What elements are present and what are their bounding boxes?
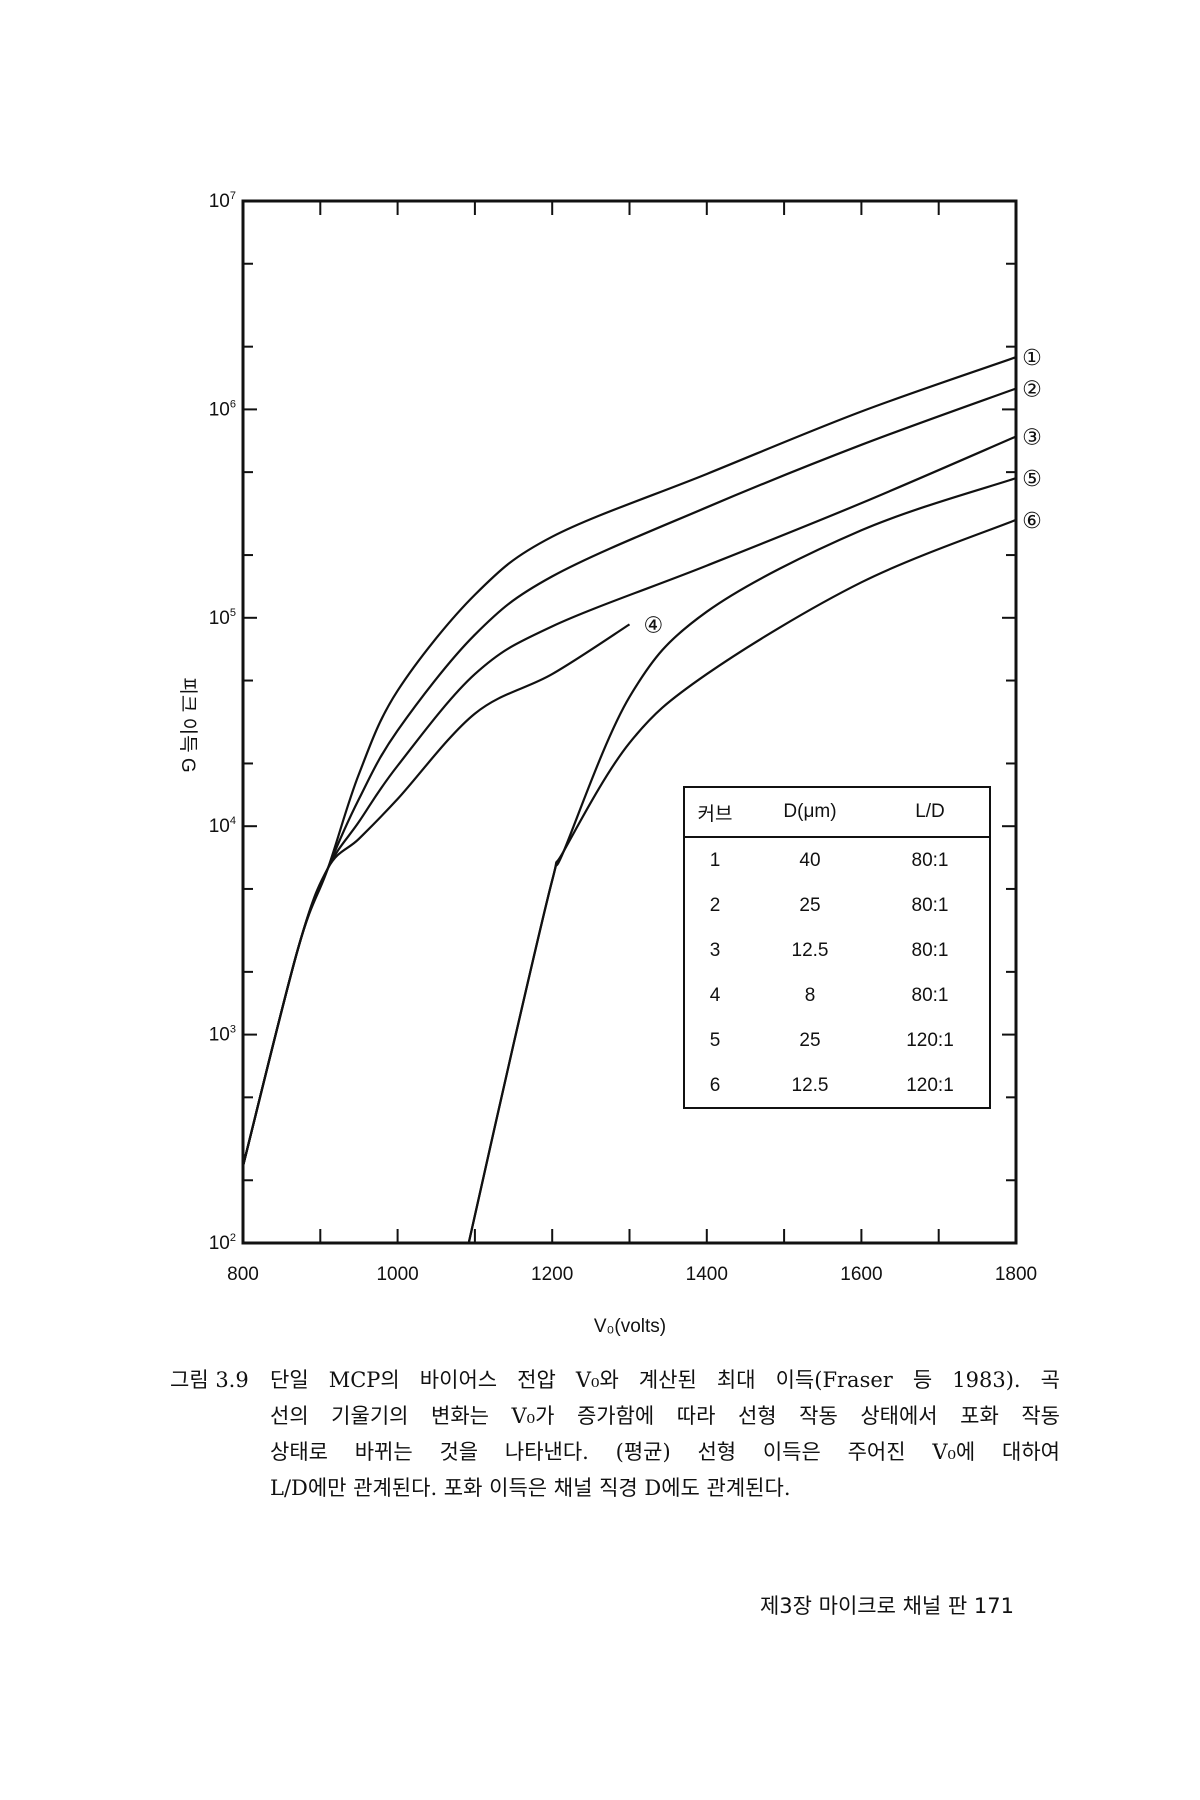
page-footer: 제3장 마이크로 채널 판 171 — [759, 1594, 1014, 1618]
curve-label-5: ⑤ — [1022, 467, 1042, 492]
plot-frame — [241, 199, 1018, 1245]
header-ld: L/D — [915, 801, 945, 822]
curve-label-2: ② — [1022, 377, 1042, 402]
table-row: 3 12.5 80:1 — [685, 928, 989, 973]
cell-diameter: 8 — [804, 984, 816, 1006]
y-tick-label: 104 — [209, 815, 236, 837]
table-row: 6 12.5 120:1 — [685, 1063, 989, 1108]
header-curve: 커브 — [697, 803, 733, 825]
caption-line: 선의 기울기의 변화는 V₀가 증가함에 따라 선형 작동 상태에서 포화 작동 — [270, 1404, 1060, 1428]
x-axis-label: V₀(volts) — [594, 1316, 666, 1337]
cell-curve: 3 — [709, 939, 721, 961]
y-tick-exponent: 7 — [230, 190, 236, 202]
y-tick-exponent: 6 — [230, 398, 236, 410]
x-tick-label: 1600 — [840, 1264, 882, 1285]
cell-diameter: 40 — [799, 849, 821, 871]
x-tick-label: 1000 — [376, 1264, 418, 1285]
caption-line: 상태로 바뀌는 것을 나타낸다. (평균) 선형 이득은 주어진 V₀에 대하여 — [270, 1440, 1060, 1464]
cell-ld: 80:1 — [911, 939, 949, 961]
curve-label-1: ① — [1022, 346, 1042, 371]
cell-ld: 80:1 — [911, 984, 949, 1006]
cell-ld: 80:1 — [911, 894, 949, 916]
y-tick-label: 103 — [209, 1024, 236, 1046]
y-tick-base: 10 — [209, 608, 230, 629]
table-header: 커브 D(μm) L/D — [685, 788, 989, 838]
table-row: 2 25 80:1 — [685, 883, 989, 928]
y-tick-label: 102 — [209, 1232, 236, 1254]
cell-curve: 6 — [709, 1074, 721, 1096]
y-tick-label: 105 — [209, 607, 236, 629]
curve-4 — [241, 623, 631, 1167]
curve-label-4: ④ — [644, 613, 664, 638]
table-row: 5 25 120:1 — [685, 1018, 989, 1063]
table-row: 4 8 80:1 — [685, 973, 989, 1018]
curve-parameter-table: 커브 D(μm) L/D 1 40 80:1 2 25 80:1 3 12.5 80:1 4 8 80… — [683, 786, 991, 1109]
y-tick-exponent: 3 — [230, 1024, 236, 1036]
x-tick-label: 1400 — [686, 1264, 728, 1285]
y-tick-base: 10 — [209, 816, 230, 837]
y-tick-base: 10 — [209, 399, 230, 420]
cell-ld: 120:1 — [906, 1029, 954, 1051]
cell-ld: 80:1 — [911, 849, 949, 871]
cell-diameter: 12.5 — [791, 1074, 829, 1096]
cell-curve: 4 — [709, 984, 721, 1006]
y-axis-label: 피크 이득 G — [177, 677, 199, 772]
cell-curve: 5 — [709, 1029, 721, 1051]
curve-label-3: ③ — [1022, 426, 1042, 451]
curve-label-6: ⑥ — [1022, 509, 1042, 534]
header-diameter: D(μm) — [783, 801, 837, 822]
y-tick-label: 107 — [209, 190, 236, 212]
y-tick-exponent: 4 — [230, 815, 236, 827]
x-tick-label: 1200 — [531, 1264, 573, 1285]
caption-line: 단일 MCP의 바이어스 전압 V₀와 계산된 최대 이득(Fraser 등 1… — [270, 1368, 1060, 1392]
y-tick-base: 10 — [209, 1025, 230, 1046]
cell-curve: 2 — [709, 894, 721, 916]
cell-diameter: 25 — [799, 1029, 821, 1051]
y-tick-label: 106 — [209, 398, 236, 420]
x-tick-label: 1800 — [995, 1264, 1037, 1285]
cell-curve: 1 — [709, 849, 721, 871]
cell-diameter: 12.5 — [791, 939, 829, 961]
x-tick-label: 800 — [227, 1264, 259, 1285]
y-tick-base: 10 — [209, 1233, 230, 1254]
cell-diameter: 25 — [799, 894, 821, 916]
caption-line: L/D에만 관계된다. 포화 이득은 채널 직경 D에도 관계된다. — [270, 1476, 791, 1500]
cell-ld: 120:1 — [906, 1074, 954, 1096]
y-tick-exponent: 5 — [230, 607, 236, 619]
y-tick-base: 10 — [209, 191, 230, 212]
table-row: 1 40 80:1 — [685, 838, 989, 883]
figure-number: 그림 3.9 — [170, 1368, 249, 1392]
curve-6 — [467, 518, 1017, 1244]
y-tick-exponent: 2 — [230, 1232, 236, 1244]
